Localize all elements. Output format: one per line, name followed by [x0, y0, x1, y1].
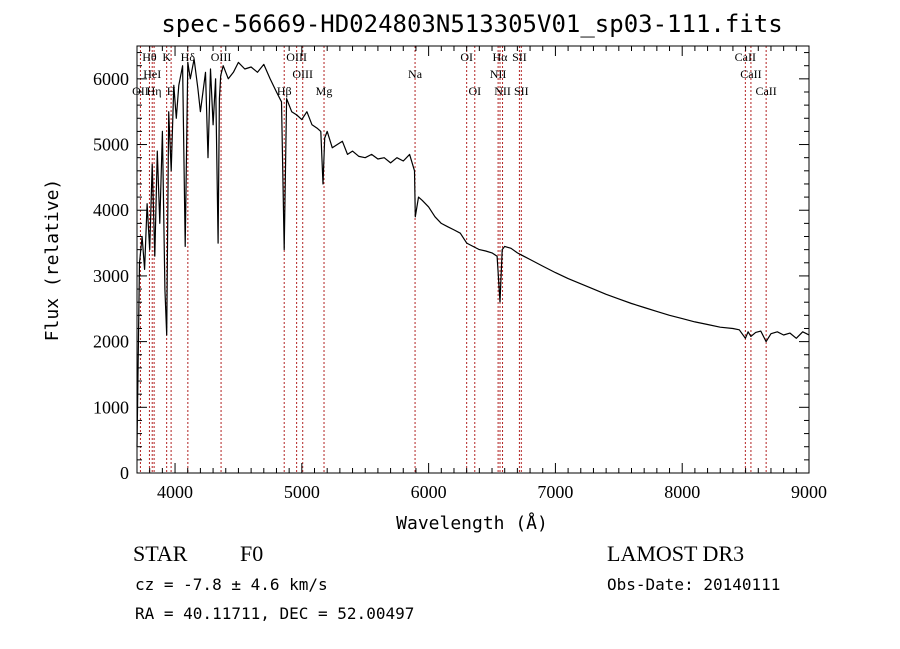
line-markers	[139, 46, 767, 473]
survey-name: LAMOST DR3	[607, 541, 744, 566]
line-label-5: H	[167, 84, 176, 98]
redshift-value: cz = -7.8 ± 4.6 km/s	[135, 575, 328, 594]
line-label-10: OIII	[292, 67, 313, 81]
chart-title: spec-56669-HD024803N513305V01_sp03-111.f…	[161, 10, 782, 38]
line-label-6: Hδ	[181, 50, 196, 64]
spectrum-series	[136, 58, 810, 447]
coordinates: RA = 40.11711, DEC = 52.00497	[135, 604, 414, 623]
line-label-4: K	[162, 50, 171, 64]
plot-frame	[136, 45, 810, 474]
line-label-14: OI	[468, 84, 481, 98]
axis-ticks: 4000 5000 6000 7000 8000 9000 0 1000 2000 3000 400…	[93, 46, 827, 502]
line-label-0: Hθ	[142, 50, 157, 64]
object-subclass: F0	[240, 541, 263, 566]
line-label-18: SII	[512, 50, 527, 64]
x-tick-label-3: 7000	[537, 482, 573, 502]
y-tick-label-2: 2000	[93, 332, 129, 352]
line-label-11: Mg	[316, 84, 333, 98]
line-label-2: HeI	[143, 67, 161, 81]
y-axis-label: Flux (relative)	[42, 179, 63, 342]
x-tick-label-1: 5000	[284, 482, 320, 502]
object-class: STAR	[133, 541, 188, 566]
y-tick-label-1: 1000	[93, 397, 129, 417]
y-tick-label-5: 5000	[93, 135, 129, 155]
line-label-19: SII	[514, 84, 529, 98]
x-tick-label-4: 8000	[664, 482, 700, 502]
line-label-13: OI	[460, 50, 473, 64]
line-label-1: OII	[132, 84, 149, 98]
spectrum-line	[136, 58, 810, 447]
y-tick-label-4: 4000	[93, 200, 129, 220]
line-label-16: NII	[490, 67, 507, 81]
line-label-15: Hα	[493, 50, 509, 64]
x-tick-label-2: 6000	[411, 482, 447, 502]
line-label-3: Hη	[147, 84, 162, 98]
line-label-20: CaII	[735, 50, 756, 64]
line-label-8: Hβ	[277, 84, 292, 98]
line-label-22: CaII	[755, 84, 776, 98]
obs-date: Obs-Date: 20140111	[607, 575, 780, 594]
line-label-21: CaII	[740, 67, 761, 81]
y-tick-label-0: 0	[120, 463, 129, 483]
y-tick-label-3: 3000	[93, 266, 129, 286]
line-label-9: OIII	[286, 50, 307, 64]
line-label-17: NII	[494, 84, 511, 98]
line-label-12: Na	[408, 67, 423, 81]
line-label-7: OIII	[211, 50, 232, 64]
y-tick-label-6: 6000	[93, 69, 129, 89]
x-axis-label: Wavelength (Å)	[396, 512, 548, 534]
x-tick-label-5: 9000	[791, 482, 827, 502]
x-tick-label-0: 4000	[157, 482, 193, 502]
